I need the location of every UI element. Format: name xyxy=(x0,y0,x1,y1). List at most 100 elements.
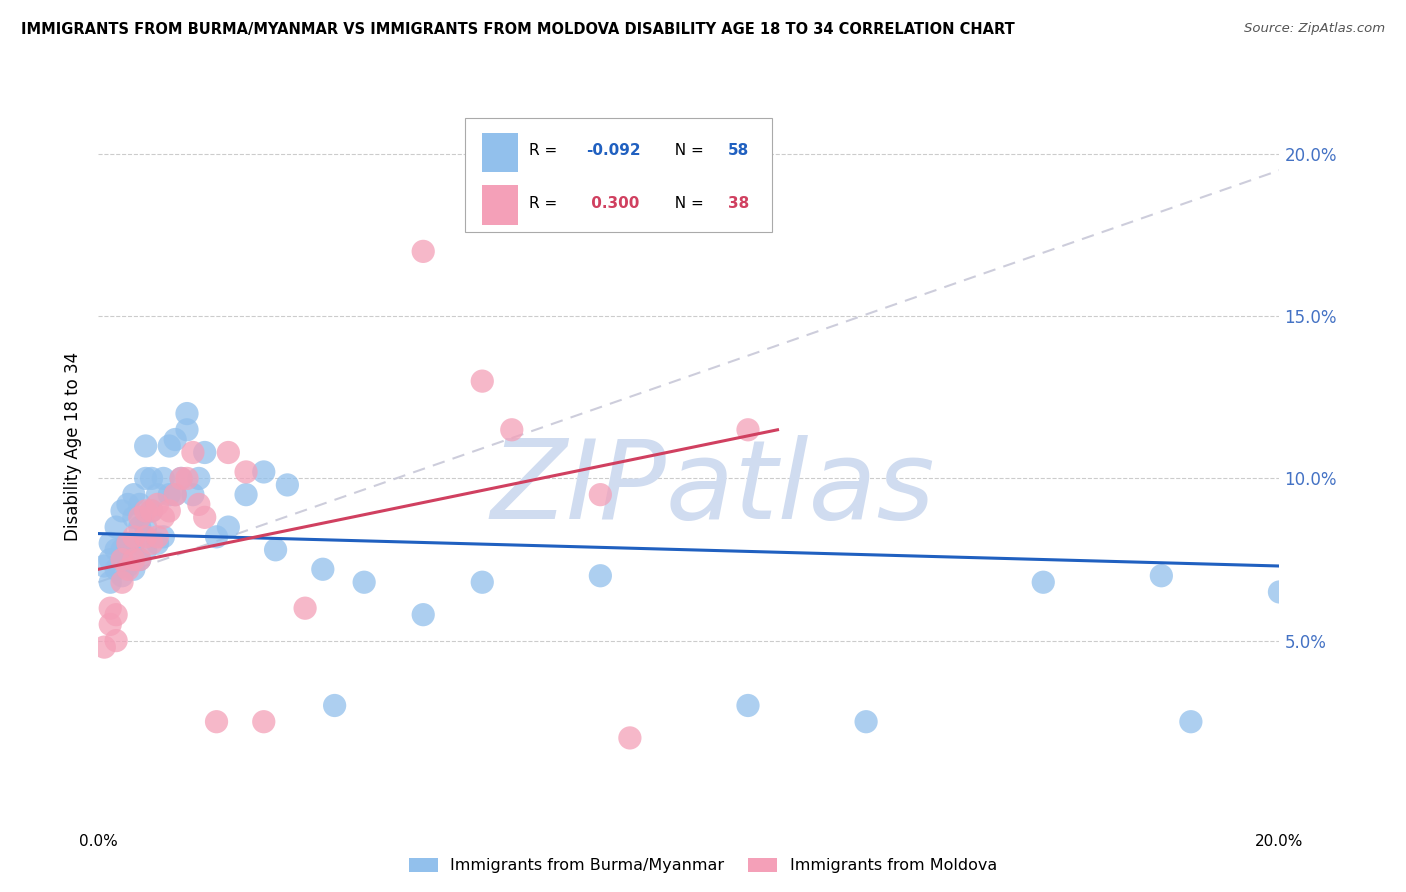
Point xyxy=(737,423,759,437)
Point xyxy=(294,601,316,615)
Point xyxy=(152,510,174,524)
Point xyxy=(105,542,128,557)
Point xyxy=(187,471,209,485)
Point xyxy=(165,488,187,502)
Text: R =: R = xyxy=(530,144,562,158)
Point xyxy=(157,504,180,518)
Point xyxy=(135,471,157,485)
Point xyxy=(111,542,134,557)
Point xyxy=(152,471,174,485)
Point xyxy=(117,559,139,574)
Point xyxy=(141,536,163,550)
Point xyxy=(128,552,150,566)
Text: ZIPatlas: ZIPatlas xyxy=(491,435,935,542)
Point xyxy=(98,601,121,615)
Point xyxy=(412,607,434,622)
Point xyxy=(128,552,150,566)
Point xyxy=(170,471,193,485)
Point xyxy=(170,471,193,485)
Point xyxy=(471,575,494,590)
Point xyxy=(135,520,157,534)
Point xyxy=(737,698,759,713)
Point xyxy=(276,478,298,492)
Y-axis label: Disability Age 18 to 34: Disability Age 18 to 34 xyxy=(65,351,83,541)
Point xyxy=(187,497,209,511)
Point xyxy=(141,504,163,518)
Point xyxy=(471,374,494,388)
Point xyxy=(176,407,198,421)
Point xyxy=(323,698,346,713)
Point xyxy=(135,439,157,453)
Point xyxy=(146,497,169,511)
Point xyxy=(235,465,257,479)
FancyBboxPatch shape xyxy=(482,186,517,225)
Point xyxy=(146,488,169,502)
Point xyxy=(135,504,157,518)
Point xyxy=(1150,568,1173,582)
Point xyxy=(98,575,121,590)
Point xyxy=(111,568,134,582)
Point xyxy=(98,536,121,550)
Point xyxy=(111,575,134,590)
Point xyxy=(589,488,612,502)
Point xyxy=(128,520,150,534)
Point xyxy=(217,445,239,459)
Text: N =: N = xyxy=(665,195,709,211)
Point xyxy=(194,510,217,524)
Point xyxy=(1032,575,1054,590)
Point xyxy=(93,559,115,574)
Text: 38: 38 xyxy=(728,195,749,211)
Point xyxy=(122,530,145,544)
Point xyxy=(146,536,169,550)
Point xyxy=(181,445,204,459)
Point xyxy=(157,439,180,453)
Point xyxy=(165,433,187,447)
Point xyxy=(105,562,128,576)
Point xyxy=(111,552,134,566)
Text: N =: N = xyxy=(665,144,709,158)
Point xyxy=(122,552,145,566)
Text: 58: 58 xyxy=(728,144,749,158)
Point xyxy=(1268,585,1291,599)
Point xyxy=(205,530,228,544)
Point xyxy=(855,714,877,729)
Text: 20.0%: 20.0% xyxy=(1256,834,1303,849)
Point xyxy=(141,504,163,518)
Point xyxy=(135,542,157,557)
Point xyxy=(176,471,198,485)
Point xyxy=(181,488,204,502)
Legend: Immigrants from Burma/Myanmar, Immigrants from Moldova: Immigrants from Burma/Myanmar, Immigrant… xyxy=(402,851,1004,880)
Point xyxy=(619,731,641,745)
Point xyxy=(98,617,121,632)
Point xyxy=(146,530,169,544)
Point xyxy=(235,488,257,502)
Point xyxy=(128,510,150,524)
Point xyxy=(264,542,287,557)
Point xyxy=(117,497,139,511)
Point xyxy=(117,536,139,550)
Point xyxy=(105,520,128,534)
Point xyxy=(353,575,375,590)
Point xyxy=(501,423,523,437)
Point xyxy=(253,465,276,479)
Text: 0.0%: 0.0% xyxy=(79,834,118,849)
Point xyxy=(105,633,128,648)
Point xyxy=(111,504,134,518)
FancyBboxPatch shape xyxy=(464,118,772,232)
Point xyxy=(117,536,139,550)
Text: 0.300: 0.300 xyxy=(586,195,640,211)
Point xyxy=(135,530,157,544)
Point xyxy=(312,562,335,576)
Point xyxy=(165,488,187,502)
Point xyxy=(253,714,276,729)
Point xyxy=(98,552,121,566)
Point xyxy=(205,714,228,729)
Point xyxy=(105,607,128,622)
Point xyxy=(141,471,163,485)
Text: R =: R = xyxy=(530,195,562,211)
Text: -0.092: -0.092 xyxy=(586,144,641,158)
Point xyxy=(589,568,612,582)
Point xyxy=(1180,714,1202,729)
Text: Source: ZipAtlas.com: Source: ZipAtlas.com xyxy=(1244,22,1385,36)
Point xyxy=(152,530,174,544)
